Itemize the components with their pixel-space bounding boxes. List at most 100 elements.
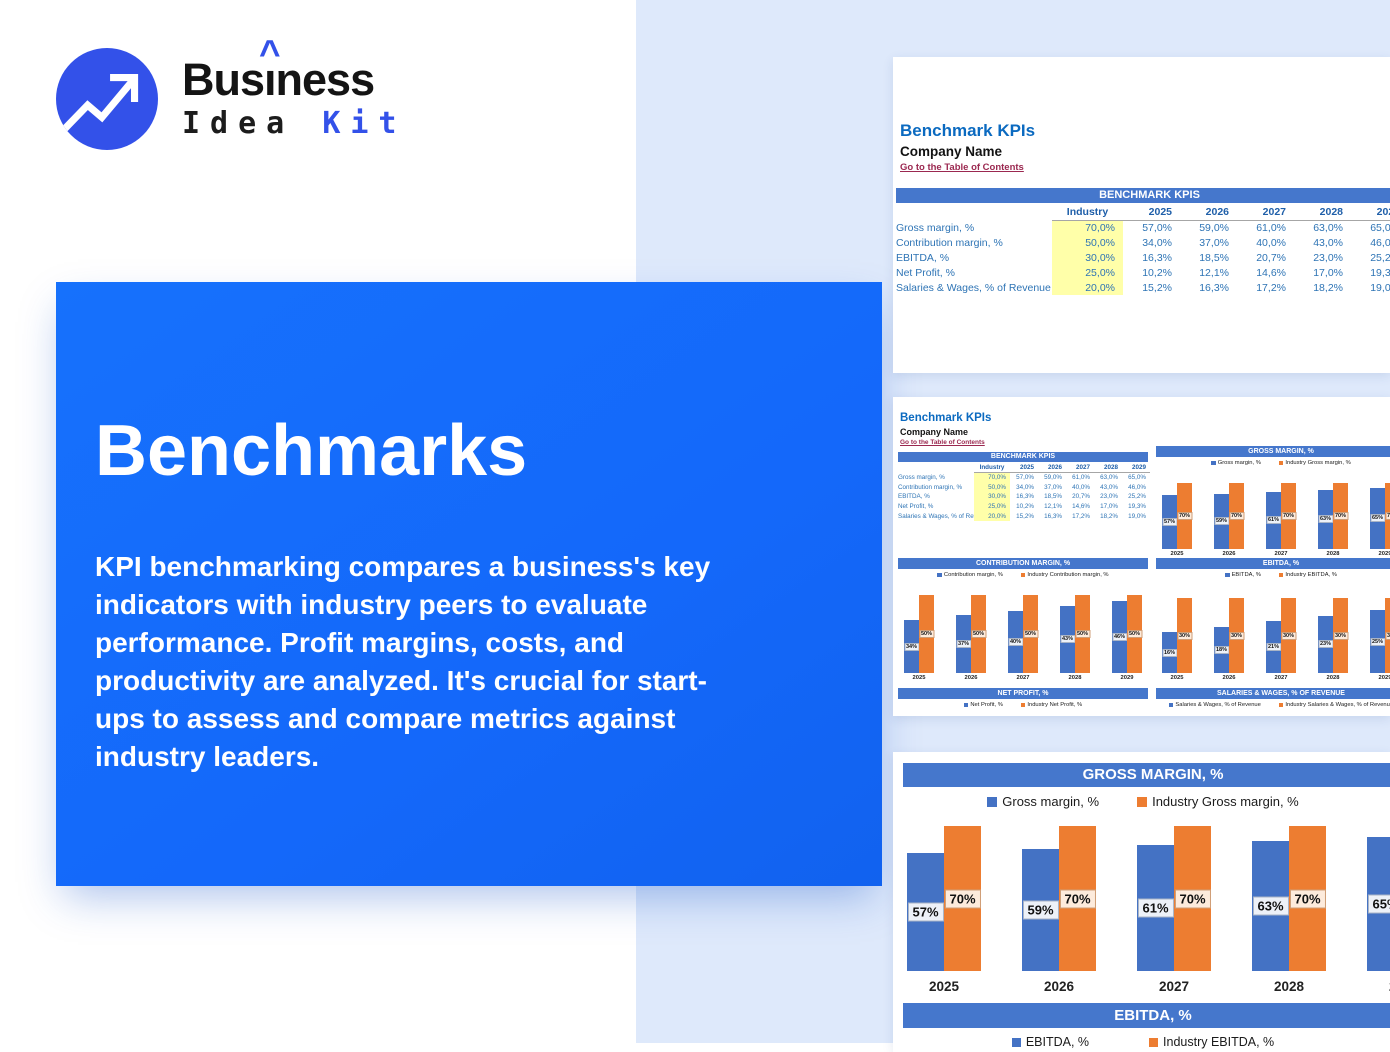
legend-swatch-blue [987, 796, 998, 807]
table-row: EBITDA, % 30,0% 16,3% 18,5% 20,7% 23,0% 25,2% [898, 492, 1150, 502]
bar-group: 37% 50% [955, 595, 987, 673]
bar-group: 63% 70% [1252, 826, 1326, 971]
company-bar: 23% [1317, 615, 1334, 673]
value-cell: 46,0% [1128, 483, 1146, 491]
bar-value-label: 70% [1228, 512, 1245, 521]
bar-group: 57% 70% [907, 826, 981, 971]
year-axis-label: 2029 [1378, 675, 1390, 681]
brand-line-ideakit: Idea Kit [182, 106, 407, 141]
table-of-contents-link[interactable]: Go to the Table of Contents [900, 162, 1024, 173]
value-cell: 59,0% [1044, 474, 1062, 482]
chart-legend: Gross margin, % Industry Gross margin, % [1156, 460, 1390, 466]
year-axis-label: 2028 [1273, 979, 1305, 994]
industry-bar: 30% [1332, 598, 1349, 673]
industry-bar: 70% [1174, 826, 1211, 971]
value-cell: 19,3% [1370, 266, 1390, 279]
sheet-title: Benchmark KPIs [900, 121, 1036, 140]
bar-value-label: 59% [1022, 900, 1059, 920]
legend-swatch-blue [1211, 460, 1216, 466]
industry-bar: 70% [1384, 483, 1390, 549]
sheet-company-name: Company Name [900, 144, 1003, 159]
bar-value-label: 70% [944, 889, 981, 909]
industry-value-cell: 50,0% [974, 482, 1010, 493]
value-cell: 19,0% [1370, 281, 1390, 294]
bar-value-label: 30% [1176, 631, 1193, 640]
year-column-header: 2026 [1038, 462, 1066, 473]
industry-value-cell: 70,0% [1052, 221, 1123, 236]
industry-value-cell: 50,0% [1052, 235, 1123, 251]
company-bar: 63% [1317, 489, 1334, 549]
company-bar: 43% [1059, 605, 1076, 673]
industry-value-cell: 20,0% [974, 511, 1010, 521]
chart-title-bar: SALARIES & WAGES, % OF REVENUE [1156, 688, 1390, 699]
gross-margin-chart-preview: GROSS MARGIN, % Gross margin, % Industry… [893, 752, 1390, 1052]
bar-value-label: 70% [1174, 889, 1211, 909]
bar-value-label: 18% [1213, 645, 1230, 654]
sheet-company-name-mini: Company Name [900, 427, 969, 437]
page-title: Benchmarks [95, 411, 528, 491]
value-cell: 34,0% [1142, 237, 1172, 250]
bar-value-label: 65% [1367, 894, 1390, 914]
bar-plot: 57%70%59%70%61%70%63%70%65%70% [903, 815, 1390, 971]
row-label: Gross margin, % [896, 222, 975, 235]
value-cell: 43,0% [1313, 237, 1343, 250]
year-axis-label: 2026 [964, 675, 978, 681]
year-axis-label: 2025 [928, 979, 960, 994]
company-bar: 57% [907, 853, 944, 971]
x-axis-labels: 2025 2026 2027 2028 2029 [903, 979, 1390, 994]
year-axis-label: 2025 [1170, 551, 1184, 557]
company-bar: 37% [955, 615, 972, 673]
industry-bar: 50% [918, 595, 935, 673]
bar-group: 43% 50% [1059, 595, 1091, 673]
value-cell: 10,2% [1016, 503, 1034, 511]
bar-plot: 34% 50% 37% 50% 40% 50% 43% 50% 46% 50% [898, 584, 1148, 673]
year-column-header: 2025 [1010, 462, 1038, 473]
value-cell: 23,0% [1100, 493, 1118, 501]
value-cell: 65,0% [1128, 474, 1146, 482]
value-cell: 59,0% [1199, 222, 1229, 235]
company-bar: 46% [1111, 601, 1128, 673]
brand-logo: Busı ^ ness Idea Kit [56, 35, 407, 150]
year-axis-label: 2028 [1068, 675, 1082, 681]
company-bar: 59% [1022, 848, 1059, 971]
bar-group: 21% 30% [1265, 598, 1297, 673]
year-axis-label: 2027 [1016, 675, 1030, 681]
row-label: Contribution margin, % [896, 237, 1003, 250]
bar-value-label: 70% [1289, 889, 1326, 909]
year-column-header: 2028 [1294, 204, 1351, 221]
value-cell: 25,2% [1128, 493, 1146, 501]
value-cell: 12,1% [1044, 503, 1062, 511]
company-bar: 61% [1137, 844, 1174, 971]
chart-title-bar: NET PROFIT, % [898, 688, 1148, 699]
bar-group: 59% 70% [1213, 483, 1245, 549]
legend-swatch-orange [1278, 572, 1284, 578]
row-label: Salaries & Wages, % of Revenue [896, 281, 1051, 294]
industry-value-cell: 70,0% [974, 473, 1010, 483]
value-cell: 63,0% [1100, 474, 1118, 482]
kpi-sheet-preview: Benchmark KPIs Company Name Go to the Ta… [893, 57, 1390, 373]
bar-value-label: 37% [955, 640, 972, 649]
industry-value-cell: 20,0% [1052, 280, 1123, 295]
value-cell: 18,2% [1100, 512, 1118, 520]
value-cell: 19,3% [1128, 503, 1146, 511]
year-axis-label: 2026 [1222, 675, 1236, 681]
company-bar: 65% [1369, 487, 1386, 549]
bar-value-label: 57% [907, 902, 944, 922]
value-cell: 17,0% [1100, 503, 1118, 511]
industry-bar: 30% [1384, 598, 1390, 673]
x-axis-labels: 2025 2026 2027 2028 2029 [1156, 551, 1390, 557]
year-axis-label: 2027 [1158, 979, 1190, 994]
row-label: EBITDA, % [896, 251, 950, 264]
year-axis-label: 2025 [1170, 675, 1184, 681]
bar-value-label: 63% [1317, 515, 1334, 524]
year-column-header: 2029 [1351, 204, 1390, 221]
bar-value-label: 70% [1280, 512, 1297, 521]
legend-swatch-orange [1278, 460, 1284, 466]
industry-bar: 70% [1280, 483, 1297, 549]
legend-swatch-blue [937, 572, 942, 578]
table-of-contents-link-mini[interactable]: Go to the Table of Contents [900, 439, 985, 446]
trend-arrow-icon [56, 48, 158, 150]
industry-bar: 30% [1176, 598, 1193, 673]
